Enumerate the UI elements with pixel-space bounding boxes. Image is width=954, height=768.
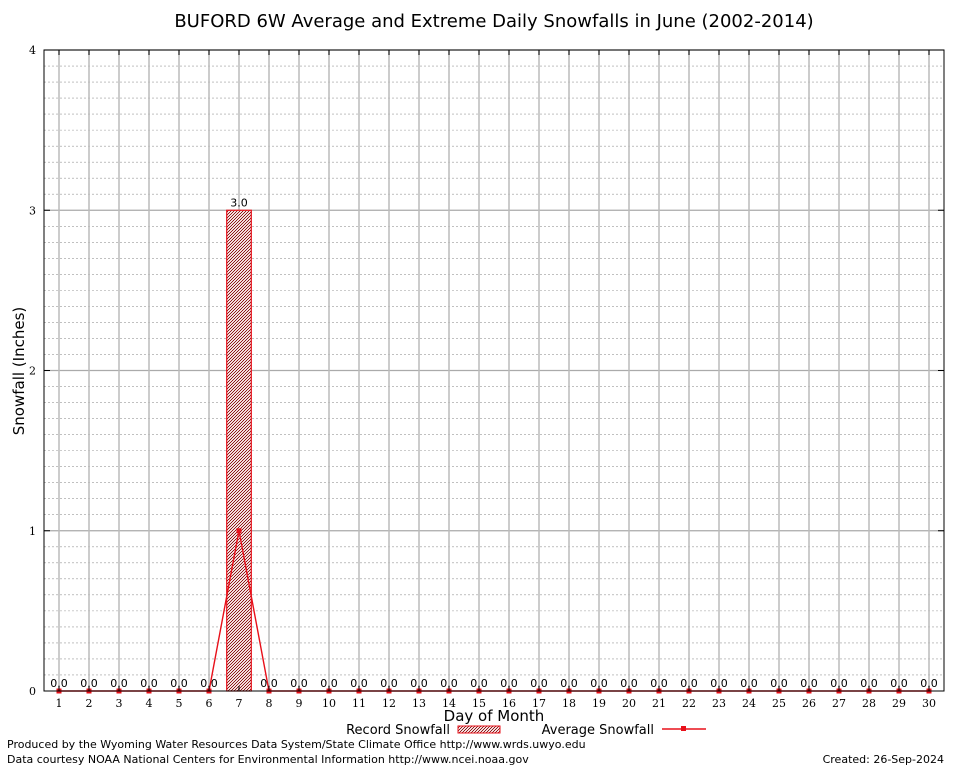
- x-tick-label: 28: [862, 697, 876, 710]
- record-value-label-day-1: 0.0: [50, 677, 68, 690]
- y-tick-label: 0: [29, 685, 36, 698]
- record-value-label-day-9: 0.0: [290, 677, 308, 690]
- x-tick-label: 8: [266, 697, 273, 710]
- record-value-label-day-17: 0.0: [530, 677, 548, 690]
- record-value-label-day-26: 0.0: [800, 677, 818, 690]
- record-value-label-day-27: 0.0: [830, 677, 848, 690]
- record-value-label-day-5: 0.0: [170, 677, 188, 690]
- x-tick-label: 13: [412, 697, 426, 710]
- x-tick-label: 18: [562, 697, 576, 710]
- record-value-label-day-30: 0.0: [920, 677, 938, 690]
- x-axis-label: Day of Month: [444, 707, 545, 725]
- legend-average-marker: [681, 726, 686, 731]
- legend-average-label: Average Snowfall: [542, 723, 654, 738]
- x-tick-label: 12: [382, 697, 396, 710]
- record-value-label-day-16: 0.0: [500, 677, 518, 690]
- record-value-label-day-8: 0.0: [260, 677, 278, 690]
- record-value-label-day-14: 0.0: [440, 677, 458, 690]
- record-value-label-day-15: 0.0: [470, 677, 488, 690]
- record-value-label-day-13: 0.0: [410, 677, 428, 690]
- record-value-label-day-11: 0.0: [350, 677, 368, 690]
- footer-data-courtesy: Data courtesy NOAA National Centers for …: [7, 753, 529, 766]
- y-axis-label: Snowfall (Inches): [10, 307, 28, 435]
- x-tick-label: 24: [742, 697, 756, 710]
- x-tick-label: 27: [832, 697, 846, 710]
- x-tick-label: 16: [502, 697, 516, 710]
- record-value-label-day-4: 0.0: [140, 677, 158, 690]
- x-tick-label: 3: [116, 697, 123, 710]
- x-tick-label: 19: [592, 697, 606, 710]
- record-value-label-day-3: 0.0: [110, 677, 128, 690]
- record-value-label-day-21: 0.0: [650, 677, 668, 690]
- record-value-label-day-29: 0.0: [890, 677, 908, 690]
- x-tick-label: 25: [772, 697, 786, 710]
- x-tick-label: 11: [352, 697, 366, 710]
- x-tick-label: 17: [532, 697, 546, 710]
- x-tick-label: 5: [176, 697, 183, 710]
- x-tick-label: 2: [86, 697, 93, 710]
- x-tick-label: 22: [682, 697, 696, 710]
- legend: Record Snowfall Average Snowfall: [346, 723, 706, 738]
- x-tick-label: 29: [892, 697, 906, 710]
- x-tick-label: 1: [56, 697, 63, 710]
- record-value-label-day-19: 0.0: [590, 677, 608, 690]
- x-tick-label: 23: [712, 697, 726, 710]
- legend-record-swatch: [457, 725, 501, 734]
- y-tick-label: 4: [29, 44, 36, 57]
- record-value-label-day-25: 0.0: [770, 677, 788, 690]
- record-value-label-day-23: 0.0: [710, 677, 728, 690]
- record-value-label-day-12: 0.0: [380, 677, 398, 690]
- y-tick-label: 1: [29, 525, 36, 538]
- footer-created-date: Created: 26-Sep-2024: [822, 753, 944, 766]
- record-value-label-day-24: 0.0: [740, 677, 758, 690]
- x-tick-label: 14: [442, 697, 456, 710]
- x-tick-label: 4: [146, 697, 153, 710]
- x-tick-label: 21: [652, 697, 666, 710]
- x-tick-label: 26: [802, 697, 816, 710]
- x-tick-label: 7: [236, 697, 243, 710]
- record-value-label-day-28: 0.0: [860, 677, 878, 690]
- footer-produced-by: Produced by the Wyoming Water Resources …: [7, 738, 586, 751]
- legend-record-label: Record Snowfall: [346, 723, 450, 738]
- y-tick-label: 2: [29, 365, 36, 378]
- x-tick-label: 9: [296, 697, 303, 710]
- x-tick-label: 30: [922, 697, 936, 710]
- record-value-label-day-7: 3.0: [230, 196, 248, 209]
- record-value-label-day-22: 0.0: [680, 677, 698, 690]
- record-value-label-day-18: 0.0: [560, 677, 578, 690]
- average-point-day-7: [236, 528, 242, 534]
- record-bar-day-7: [226, 209, 252, 692]
- record-value-label-day-10: 0.0: [320, 677, 338, 690]
- record-value-label-day-20: 0.0: [620, 677, 638, 690]
- y-tick-label: 3: [29, 204, 36, 217]
- record-value-label-day-2: 0.0: [80, 677, 98, 690]
- record-value-label-day-6: 0.0: [200, 677, 218, 690]
- x-tick-label: 15: [472, 697, 486, 710]
- x-tick-label: 20: [622, 697, 636, 710]
- x-tick-label: 6: [206, 697, 213, 710]
- x-tick-label: 10: [322, 697, 336, 710]
- chart-title: BUFORD 6W Average and Extreme Daily Snow…: [174, 11, 813, 32]
